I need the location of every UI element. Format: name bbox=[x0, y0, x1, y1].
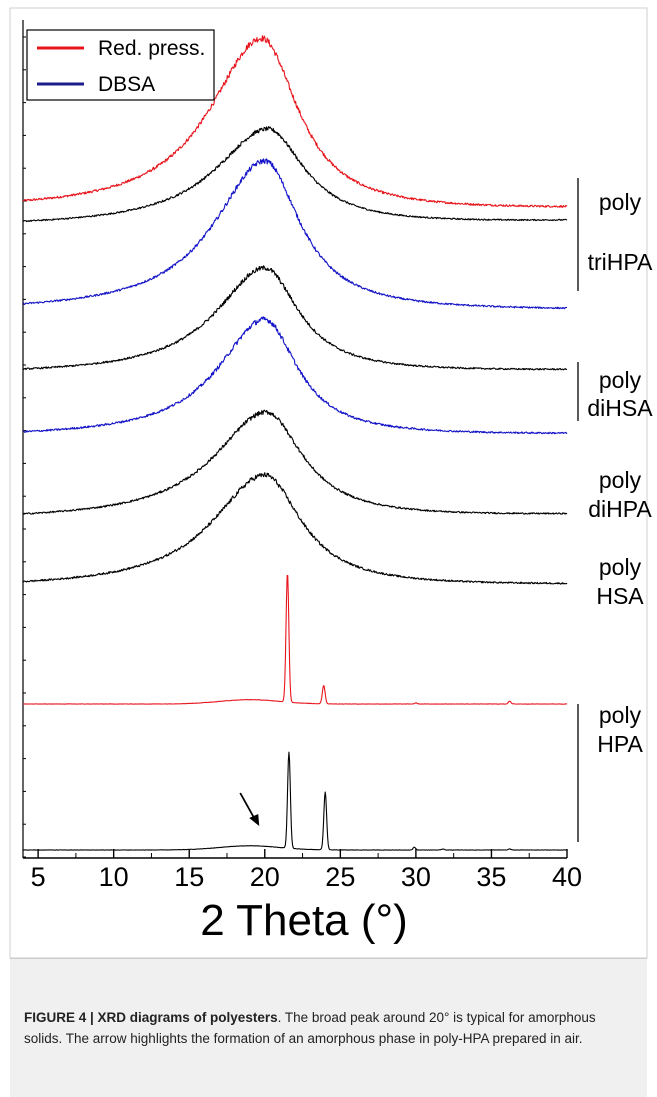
diffractogram-traces bbox=[22, 35, 568, 851]
legend: Red. press. DBSA bbox=[26, 29, 215, 101]
x-tick-labels: 5 10 15 20 25 30 35 40 bbox=[31, 862, 582, 892]
group-label-line: diHPA bbox=[588, 496, 652, 522]
sample-group-labels: polytriHPApolydiHSApolydiHPApolyHSApolyH… bbox=[577, 178, 653, 842]
trace-poly-HPA-9 bbox=[22, 751, 568, 851]
annotations bbox=[239, 792, 260, 826]
trace-poly-HSA-7 bbox=[22, 472, 568, 585]
x-tick-label-20: 20 bbox=[250, 862, 280, 892]
x-tick-label-30: 30 bbox=[401, 862, 431, 892]
legend-label: Red. press. bbox=[98, 37, 205, 60]
x-tick-label-25: 25 bbox=[325, 862, 355, 892]
x-tick-label-35: 35 bbox=[476, 862, 506, 892]
group-label-line: diHSA bbox=[587, 395, 653, 421]
caption-body: . The broad peak around 20° is typical f… bbox=[24, 1010, 596, 1046]
trace-poly-HPA-8 bbox=[22, 575, 568, 705]
trace-poly-diHSA-4 bbox=[22, 265, 568, 371]
legend-label: DBSA bbox=[98, 73, 155, 96]
caption-heading: FIGURE 4 | XRD diagrams of polyesters bbox=[24, 1010, 278, 1025]
x-tick-label-15: 15 bbox=[174, 862, 204, 892]
trace-poly-triHPA-2 bbox=[22, 126, 568, 223]
legend-box bbox=[26, 29, 215, 101]
group-label-line: poly bbox=[599, 467, 642, 493]
trace-poly-diHPA-6 bbox=[23, 409, 568, 515]
group-label-line: HSA bbox=[596, 583, 644, 609]
x-tick-label-40: 40 bbox=[552, 862, 582, 892]
annotation-arrow-shaft bbox=[239, 792, 257, 821]
figure-caption: FIGURE 4 | XRD diagrams of polyesters. T… bbox=[10, 958, 647, 1097]
x-tick-label-5: 5 bbox=[31, 862, 46, 892]
trace-poly-triHPA-1 bbox=[22, 35, 568, 208]
group-label-line: poly bbox=[599, 554, 642, 580]
x-axis-title: 2 Theta (°) bbox=[200, 896, 408, 945]
group-label-line: triHPA bbox=[588, 249, 653, 275]
group-label-line: poly bbox=[599, 189, 642, 215]
trace-poly-diHSA-5 bbox=[22, 316, 568, 435]
xrd-chart: 5 10 15 20 25 30 35 40 2 Theta (°) poly triHPA po… bbox=[9, 7, 653, 959]
group-label-line: poly bbox=[599, 367, 642, 393]
annotation-arrow-head bbox=[249, 814, 260, 826]
x-tick-label-10: 10 bbox=[99, 862, 129, 892]
trace-poly-triHPA-3 bbox=[22, 158, 568, 310]
group-label-line: HPA bbox=[597, 731, 643, 757]
group-label-line: poly bbox=[599, 702, 642, 728]
axes bbox=[22, 20, 568, 859]
